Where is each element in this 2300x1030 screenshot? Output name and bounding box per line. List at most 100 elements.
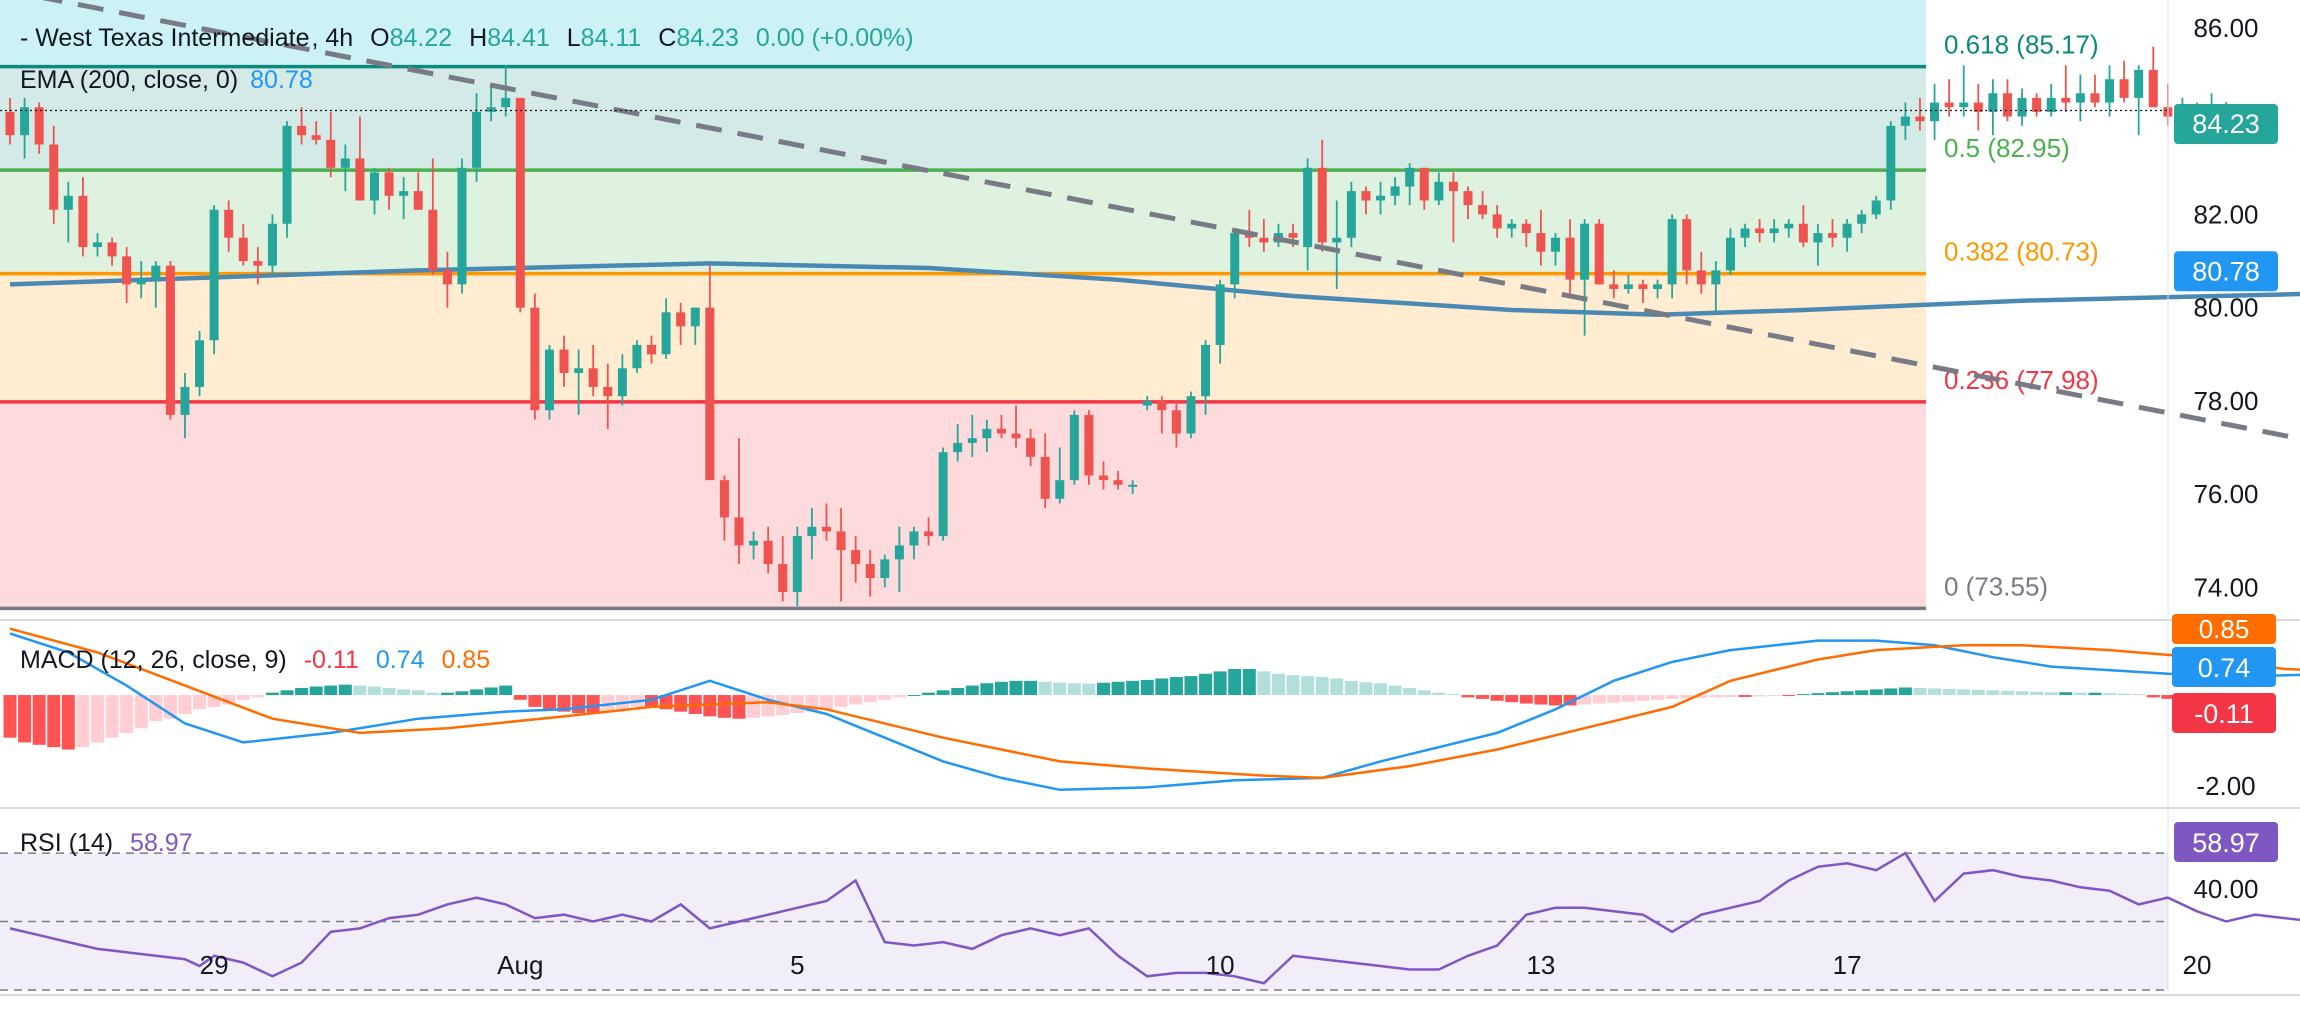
- candle[interactable]: [107, 237, 117, 266]
- candle[interactable]: [326, 111, 336, 178]
- candle[interactable]: [1128, 480, 1138, 495]
- candle[interactable]: [1725, 228, 1735, 276]
- candle[interactable]: [311, 121, 321, 145]
- candle[interactable]: [836, 508, 846, 602]
- candle[interactable]: [1419, 167, 1429, 210]
- candle[interactable]: [953, 424, 963, 462]
- candle[interactable]: [792, 526, 802, 607]
- candle[interactable]: [370, 167, 379, 215]
- candle[interactable]: [136, 261, 146, 299]
- candle[interactable]: [749, 531, 759, 560]
- candle[interactable]: [1157, 396, 1167, 434]
- candle[interactable]: [428, 158, 438, 276]
- candle[interactable]: [297, 107, 307, 145]
- candle[interactable]: [1099, 461, 1108, 490]
- candle[interactable]: [1201, 340, 1211, 415]
- candle[interactable]: [5, 97, 15, 145]
- candle[interactable]: [2119, 60, 2129, 103]
- candle[interactable]: [559, 335, 569, 387]
- candle[interactable]: [1915, 97, 1925, 131]
- candle[interactable]: [1011, 405, 1021, 448]
- candle[interactable]: [1186, 391, 1196, 439]
- candle[interactable]: [1463, 186, 1473, 220]
- candle[interactable]: [92, 233, 102, 257]
- candle[interactable]: [996, 414, 1006, 439]
- candle[interactable]: [1667, 214, 1677, 299]
- candle[interactable]: [1769, 219, 1779, 243]
- candle[interactable]: [1084, 410, 1094, 485]
- candle[interactable]: [530, 293, 540, 420]
- candle[interactable]: [282, 121, 292, 238]
- candle[interactable]: [180, 372, 190, 439]
- candle[interactable]: [880, 554, 890, 588]
- candle[interactable]: [253, 247, 263, 285]
- candle[interactable]: [982, 419, 992, 453]
- candle[interactable]: [486, 83, 496, 122]
- time-axis[interactable]: 29Aug51013172023: [200, 950, 2300, 980]
- candle[interactable]: [2134, 65, 2144, 136]
- candle[interactable]: [1638, 279, 1648, 304]
- candle[interactable]: [1784, 219, 1794, 238]
- candle[interactable]: [1303, 158, 1313, 271]
- candle[interactable]: [967, 414, 977, 457]
- candle[interactable]: [1040, 433, 1050, 509]
- candle[interactable]: [938, 447, 948, 541]
- candle[interactable]: [1565, 219, 1575, 294]
- candle[interactable]: [1623, 275, 1633, 294]
- candle[interactable]: [1755, 219, 1765, 243]
- candle[interactable]: [909, 526, 919, 560]
- candle[interactable]: [1405, 163, 1415, 206]
- candle[interactable]: [1798, 205, 1808, 248]
- candle[interactable]: [1930, 83, 1940, 140]
- candle[interactable]: [1521, 219, 1531, 248]
- candle[interactable]: [1813, 223, 1823, 266]
- candle[interactable]: [1434, 172, 1444, 206]
- candle[interactable]: [1507, 219, 1517, 238]
- candle[interactable]: [1944, 79, 1954, 117]
- candle[interactable]: [1973, 83, 1983, 131]
- candle[interactable]: [1594, 219, 1604, 285]
- candle[interactable]: [778, 536, 788, 602]
- candle[interactable]: [472, 93, 482, 182]
- candle[interactable]: [617, 354, 627, 406]
- candle[interactable]: [151, 261, 161, 308]
- candle[interactable]: [1055, 447, 1065, 504]
- candle[interactable]: [501, 65, 511, 117]
- candle[interactable]: [2075, 74, 2085, 122]
- candle[interactable]: [1696, 251, 1706, 294]
- candle[interactable]: [1361, 186, 1371, 215]
- candle[interactable]: [807, 508, 817, 560]
- candle[interactable]: [574, 349, 584, 415]
- candle[interactable]: [457, 158, 467, 294]
- candle[interactable]: [1317, 139, 1327, 252]
- candle[interactable]: [2105, 65, 2115, 117]
- candle[interactable]: [63, 181, 73, 243]
- candle[interactable]: [705, 265, 715, 481]
- candle[interactable]: [1390, 177, 1400, 206]
- candle[interactable]: [78, 177, 88, 257]
- candle[interactable]: [676, 303, 686, 345]
- candle[interactable]: [122, 247, 132, 304]
- candle[interactable]: [632, 340, 642, 373]
- candle[interactable]: [209, 205, 219, 355]
- candle[interactable]: [1828, 219, 1837, 248]
- candle[interactable]: [1711, 261, 1721, 313]
- candle[interactable]: [399, 177, 409, 220]
- candle[interactable]: [340, 144, 350, 192]
- candle[interactable]: [238, 223, 248, 266]
- candle[interactable]: [2017, 88, 2027, 126]
- candle[interactable]: [1171, 400, 1181, 448]
- candle[interactable]: [2061, 65, 2071, 112]
- candle[interactable]: [719, 475, 729, 541]
- candle[interactable]: [1230, 228, 1240, 299]
- candle[interactable]: [1026, 428, 1036, 467]
- candle[interactable]: [1215, 279, 1225, 364]
- candle[interactable]: [1653, 279, 1663, 299]
- candle[interactable]: [603, 363, 613, 429]
- candle[interactable]: [1959, 65, 1969, 117]
- candle[interactable]: [647, 335, 657, 364]
- candle[interactable]: [734, 438, 744, 565]
- candle[interactable]: [165, 261, 175, 420]
- candle[interactable]: [1376, 181, 1386, 215]
- candle[interactable]: [2090, 74, 2100, 108]
